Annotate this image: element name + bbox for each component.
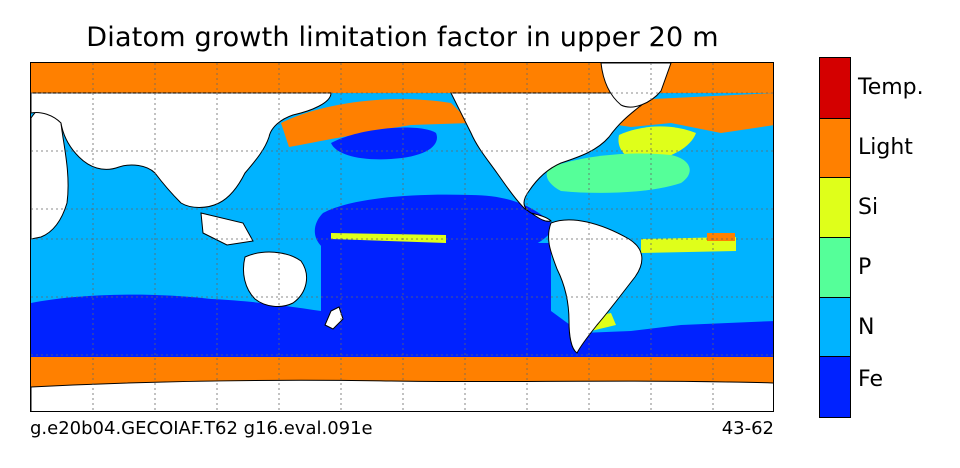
si-limited-equatorial-band	[331, 233, 446, 243]
colorbar-label-temp: Temp.	[858, 75, 924, 100]
fe-limited-southern-ocean	[31, 294, 773, 357]
colorbar-label-light: Light	[858, 135, 913, 160]
south-america-landmass	[548, 219, 643, 354]
light-limited-tropical-patch	[707, 233, 735, 241]
colorbar-swatch-p	[820, 237, 850, 299]
map-title: Diatom growth limitation factor in upper…	[86, 22, 719, 53]
eurasia-landmass	[31, 92, 332, 208]
new-zealand-landmass	[324, 306, 344, 330]
fe-limited-subarctic-pacific	[331, 127, 437, 160]
colorbar	[819, 57, 851, 418]
limitation-map	[30, 62, 774, 412]
north-america-landmass	[450, 92, 645, 222]
colorbar-swatch-n	[820, 296, 850, 358]
greenland-landmass	[600, 63, 672, 108]
light-limited-north-pacific	[281, 99, 471, 147]
colorbar-swatch-si	[820, 177, 850, 239]
colorbar-swatch-light	[820, 117, 850, 179]
colorbar-label-fe: Fe	[858, 367, 883, 392]
colorbar-label-n: N	[858, 315, 875, 340]
years-label: 43-62	[721, 418, 774, 439]
case-name-label: g.e20b04.GECOIAF.T62 g16.eval.091e	[30, 418, 373, 439]
antarctica-landmass	[31, 379, 773, 411]
colorbar-swatch-temp	[820, 58, 850, 119]
colorbar-swatch-fe	[820, 356, 850, 418]
maritime-continent-landmass	[200, 212, 254, 246]
colorbar-label-p: P	[858, 255, 872, 280]
p-limited-north-atlantic	[546, 153, 690, 193]
colorbar-label-si: Si	[858, 195, 879, 220]
australia-landmass	[242, 251, 308, 307]
